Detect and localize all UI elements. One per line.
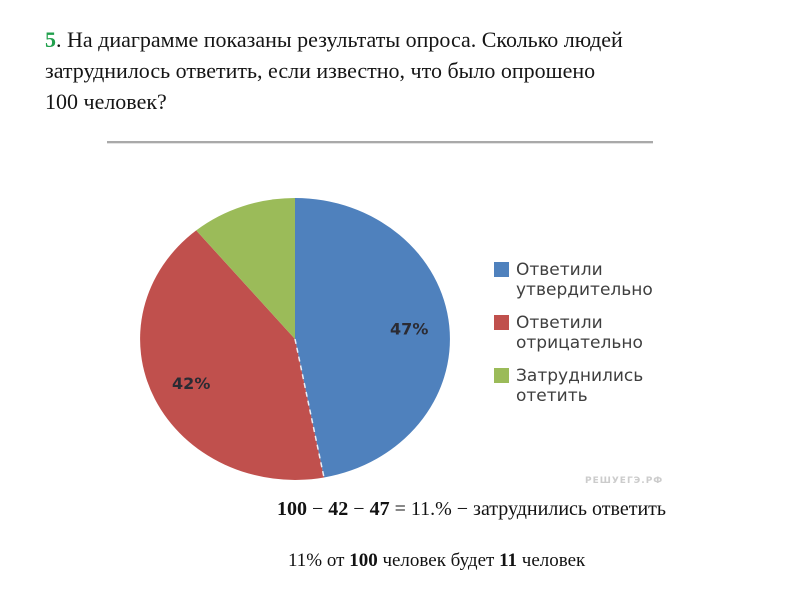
chart-legend: Ответили утвердительно Ответили отрицате… (494, 260, 653, 406)
pie-slice-2 (140, 230, 324, 480)
pie-slice-3 (196, 198, 295, 339)
watermark: РЕШУЕГЭ.РФ (585, 476, 664, 486)
legend-label-negative: Ответили отрицательно (516, 313, 643, 353)
pie-chart: 47% 42% (140, 198, 450, 480)
legend-swatch-negative (494, 315, 509, 330)
legend-item-affirmative: Ответили утвердительно (494, 260, 653, 300)
question-text: . На диаграмме показаны результаты опрос… (45, 27, 623, 114)
pie-label-2: 42% (172, 374, 210, 393)
legend-label-undecided: Затруднились отетить (516, 366, 644, 406)
separator-line (107, 141, 653, 144)
legend-item-negative: Ответили отрицательно (494, 313, 653, 353)
solution-line-1: 100 − 42 − 47 = 11.% − затруднились отве… (277, 498, 667, 520)
question: 5. На диаграмме показаны результаты опро… (45, 24, 770, 117)
legend-swatch-affirmative (494, 262, 509, 277)
legend-label-affirmative: Ответили утвердительно (516, 260, 653, 300)
pie-slice-1 (295, 198, 450, 478)
question-number: 5 (45, 27, 56, 52)
solution-line-2: 11% от 100 человек будет 11 человек (288, 550, 586, 571)
slice-divider-dashed (294, 338, 325, 478)
legend-swatch-undecided (494, 368, 509, 383)
legend-item-undecided: Затруднились отетить (494, 366, 653, 406)
pie-label-1: 47% (390, 320, 428, 339)
